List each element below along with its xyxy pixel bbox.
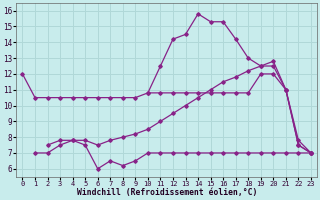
X-axis label: Windchill (Refroidissement éolien,°C): Windchill (Refroidissement éolien,°C) bbox=[76, 188, 257, 197]
